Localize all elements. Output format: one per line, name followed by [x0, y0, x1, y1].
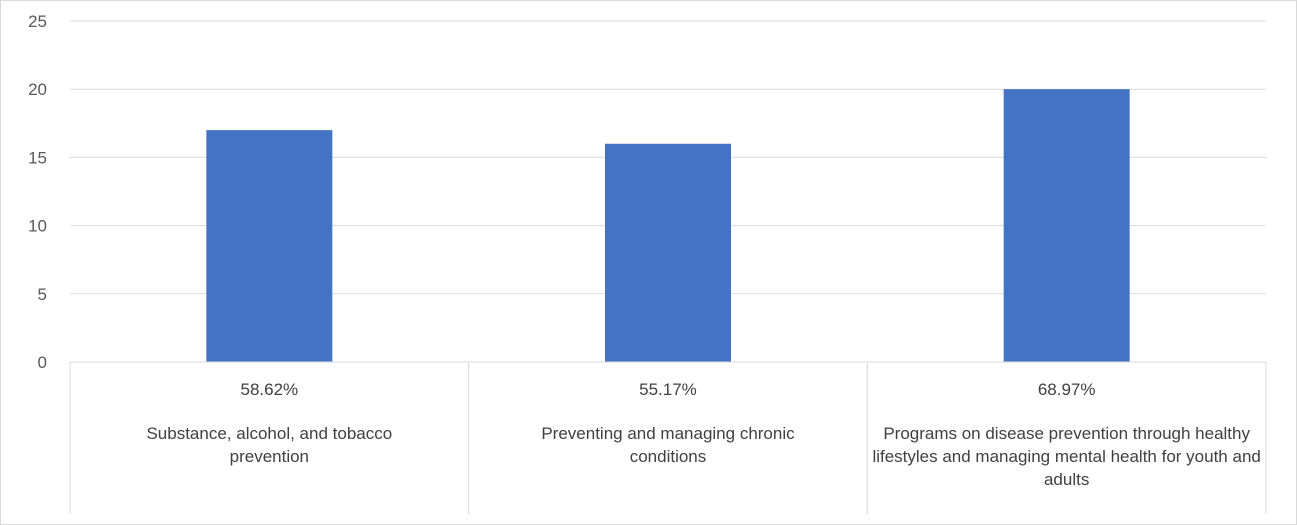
- bar: [1003, 89, 1130, 362]
- y-tick-label: 15: [28, 148, 47, 167]
- category-cell: 68.97% Programs on disease prevention thr…: [867, 362, 1266, 514]
- bars: [206, 89, 1130, 362]
- percent-label: 68.97%: [1037, 380, 1096, 399]
- y-tick-label: 25: [28, 12, 47, 31]
- category-label: Preventing and managing chronic conditio…: [541, 424, 795, 466]
- category-separators: [69, 361, 1267, 514]
- category-label: Programs on disease prevention through h…: [872, 424, 1261, 489]
- y-axis-ticks: 0 5 10 15 20 25: [28, 12, 47, 372]
- category-cell: 55.17% Preventing and managing chronic co…: [469, 362, 868, 514]
- bar: [605, 143, 731, 362]
- percent-label: 55.17%: [639, 380, 697, 399]
- y-tick-label: 10: [28, 217, 47, 236]
- category-cell: 58.62% Substance, alcohol, and tobacco pr…: [70, 362, 469, 514]
- percent-label: 58.62%: [240, 380, 299, 399]
- bar: [206, 130, 333, 362]
- y-tick-label: 5: [38, 285, 47, 304]
- category-label: Substance, alcohol, and tobacco preventi…: [146, 424, 393, 466]
- y-tick-label: 0: [38, 353, 47, 372]
- y-tick-label: 20: [28, 80, 47, 99]
